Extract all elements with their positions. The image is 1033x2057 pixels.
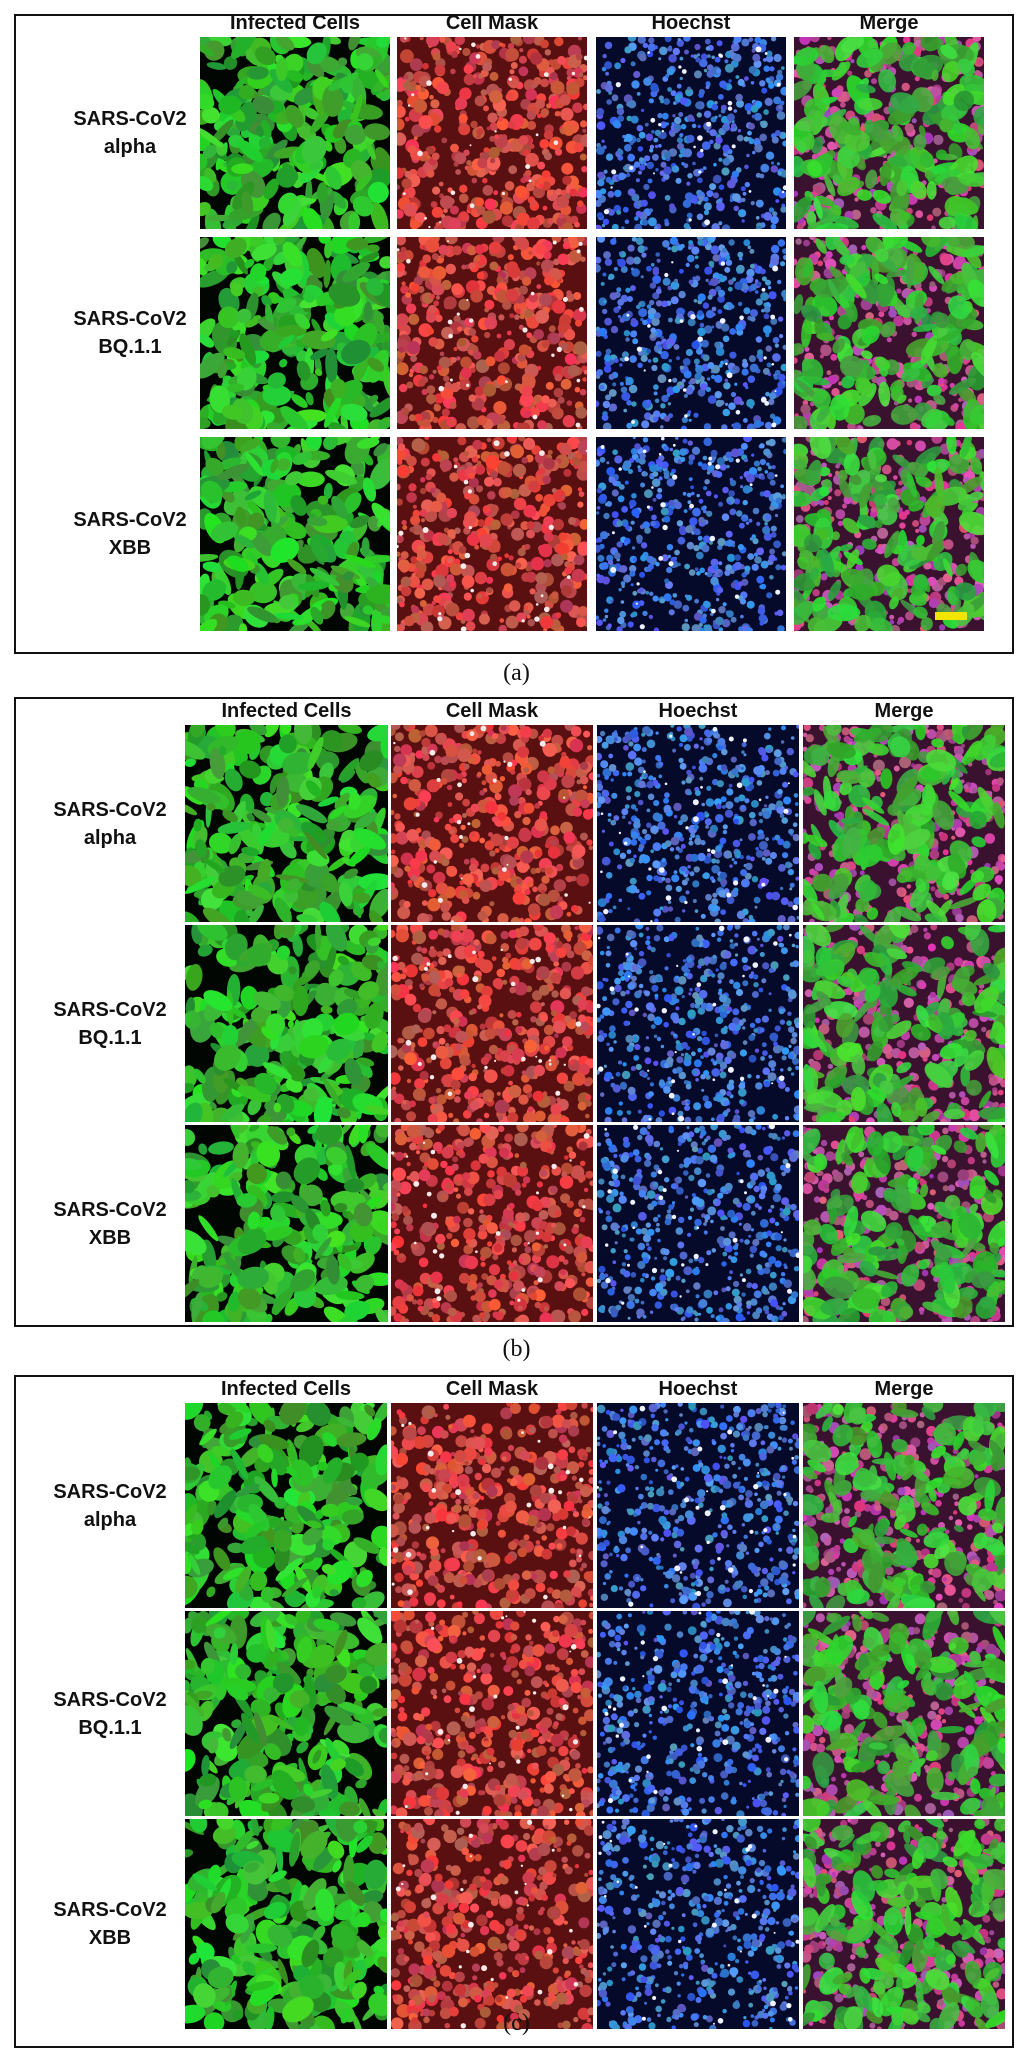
- column-header: Infected Cells: [221, 700, 352, 722]
- micrograph-cell-mask: [397, 37, 587, 229]
- row-label: SARS-CoV2 BQ.1.1: [20, 1686, 200, 1742]
- micrograph-hoechst: [597, 925, 799, 1122]
- row-label: SARS-CoV2 alpha: [40, 105, 220, 161]
- row-label-strain: SARS-CoV2: [53, 1688, 167, 1711]
- row-label-strain: SARS-CoV2: [53, 1899, 167, 1921]
- micrograph-merge: [794, 437, 984, 631]
- micrograph-merge: [803, 1403, 1005, 1608]
- row-label-strain: SARS-CoV2: [53, 1480, 167, 1503]
- row-label-strain: SARS-CoV2: [53, 798, 167, 821]
- micrograph-infected: [185, 725, 388, 922]
- micrograph-cell-mask: [391, 925, 593, 1122]
- column-header: Infected Cells: [229, 12, 361, 34]
- column-header: Cell Mask: [445, 1378, 539, 1400]
- micrograph-hoechst: [597, 1611, 799, 1816]
- micrograph-infected: [185, 1403, 387, 1608]
- column-header: Infected Cells: [220, 1378, 352, 1400]
- micrograph-merge: [803, 1125, 1005, 1322]
- micrograph-infected: [185, 1611, 387, 1816]
- micrograph-merge: [803, 725, 1005, 922]
- micrograph-infected: [185, 1125, 388, 1322]
- row-label-variant: alpha: [103, 136, 157, 158]
- row-label-strain: SARS-CoV2: [73, 108, 187, 130]
- row-label-variant: XBB: [108, 537, 152, 559]
- micrograph-cell-mask: [397, 237, 587, 429]
- micrograph-merge: [794, 237, 984, 429]
- column-header: Merge: [859, 12, 919, 34]
- micrograph-hoechst: [596, 437, 786, 631]
- column-header: Hoechst: [658, 700, 738, 722]
- micrograph-merge: [803, 1819, 1005, 2029]
- micrograph-merge: [803, 1611, 1005, 1816]
- micrograph-hoechst: [597, 1125, 799, 1322]
- row-label-variant: alpha: [83, 1508, 137, 1531]
- row-label-strain: SARS-CoV2: [73, 308, 187, 330]
- micrograph-infected: [185, 925, 388, 1122]
- row-label-strain: SARS-CoV2: [53, 1198, 167, 1221]
- panel-caption: (c): [503, 2010, 530, 2036]
- column-header: Merge: [874, 700, 934, 722]
- row-label-variant: BQ.1.1: [78, 1716, 142, 1739]
- scale-bar: [935, 612, 967, 620]
- micrograph-cell-mask: [391, 725, 593, 922]
- row-label-variant: alpha: [83, 826, 137, 849]
- micrograph-infected: [200, 437, 390, 631]
- row-label: SARS-CoV2 BQ.1.1: [20, 996, 200, 1052]
- micrograph-cell-mask: [391, 1403, 593, 1608]
- micrograph-cell-mask: [391, 1125, 593, 1322]
- row-label-strain: SARS-CoV2: [73, 509, 187, 531]
- panel-caption: (b): [502, 1336, 531, 1362]
- micrograph-cell-mask: [397, 437, 587, 631]
- micrograph-infected: [185, 1819, 387, 2029]
- row-label: SARS-CoV2 XBB: [20, 1196, 200, 1252]
- micrograph-cell-mask: [391, 1611, 593, 1816]
- row-label-strain: SARS-CoV2: [53, 998, 167, 1021]
- micrograph-hoechst: [596, 37, 786, 229]
- row-label-variant: BQ.1.1: [98, 336, 162, 358]
- row-label-variant: XBB: [88, 1226, 132, 1249]
- micrograph-hoechst: [596, 237, 786, 429]
- column-header: Merge: [874, 1378, 934, 1400]
- row-label: SARS-CoV2 XBB: [20, 1896, 200, 1952]
- micrograph-merge: [794, 37, 984, 229]
- panel-caption: (a): [503, 660, 530, 686]
- micrograph-hoechst: [597, 1403, 799, 1608]
- column-header: Cell Mask: [445, 700, 539, 722]
- column-header: Cell Mask: [445, 12, 539, 34]
- micrograph-infected: [200, 237, 390, 429]
- micrograph-cell-mask: [391, 1819, 593, 2029]
- row-label: SARS-CoV2 alpha: [20, 796, 200, 852]
- column-header: Hoechst: [651, 12, 731, 34]
- row-label-variant: XBB: [88, 1927, 132, 1949]
- micrograph-hoechst: [597, 725, 799, 922]
- micrograph-merge: [803, 925, 1005, 1122]
- column-header: Hoechst: [658, 1378, 738, 1400]
- row-label: SARS-CoV2 XBB: [40, 506, 220, 562]
- row-label: SARS-CoV2 alpha: [20, 1478, 200, 1534]
- row-label: SARS-CoV2 BQ.1.1: [40, 305, 220, 361]
- micrograph-infected: [200, 37, 390, 229]
- row-label-variant: BQ.1.1: [78, 1026, 142, 1049]
- micrograph-hoechst: [597, 1819, 799, 2029]
